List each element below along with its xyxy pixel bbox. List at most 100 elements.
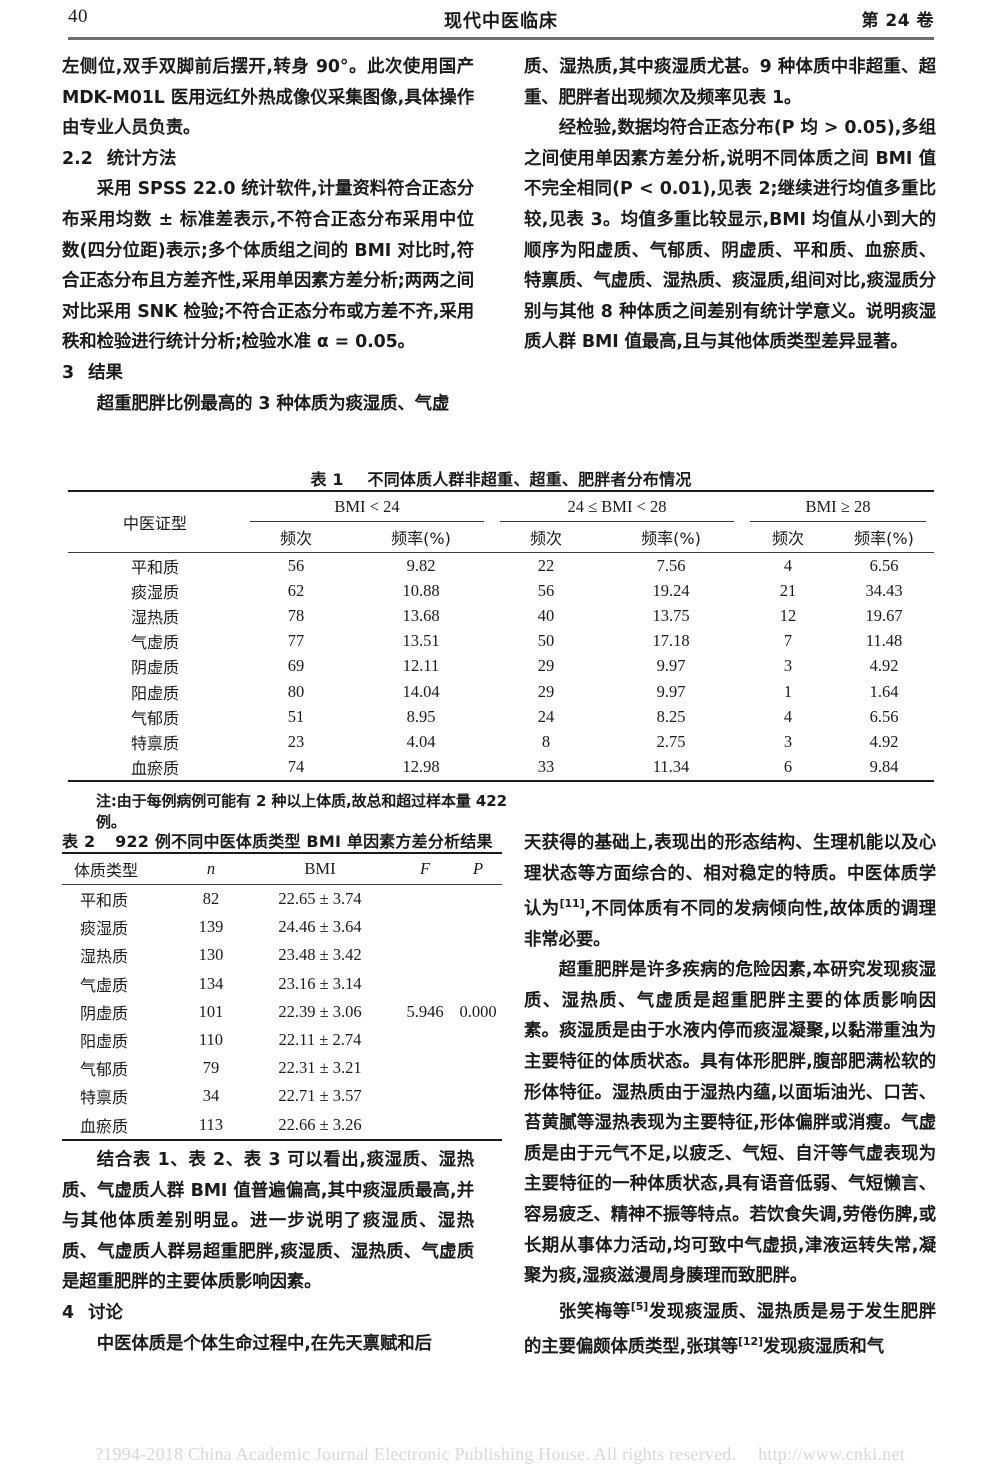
table-1-cell: 3 xyxy=(783,656,793,676)
table-1-cell: 74 xyxy=(287,757,305,777)
table-1-cell: 13.51 xyxy=(402,631,440,651)
table-2-cell-f xyxy=(396,1082,454,1110)
table-1-cell: 23 xyxy=(287,731,305,751)
running-header: 40 现代中医临床 第 24 卷 xyxy=(68,6,934,36)
copyright-text: ?1994-2018 China Academic Journal Electr… xyxy=(95,1444,737,1464)
section-number: 2.2 xyxy=(62,148,93,169)
table-2-col-p: P xyxy=(454,852,502,885)
table-2-label: 表 2 xyxy=(62,832,96,851)
table-1-cell: 40 xyxy=(537,605,555,625)
table-row: 特禀质 34 22.71 ± 3.57 xyxy=(62,1082,502,1110)
table-1-cell: 13.68 xyxy=(402,605,440,625)
reference-marker-12: [12] xyxy=(738,1335,763,1349)
table-1-cell: 4.04 xyxy=(406,731,436,751)
table-1-cell: 17.18 xyxy=(652,631,690,651)
table-1-cell: 4.92 xyxy=(869,656,899,676)
paragraph-left-1: 左侧位,双手双脚前后摆开,转身 90°。此次使用国产 MDK-M01L 医用远红… xyxy=(62,57,474,139)
table-2-cell-p xyxy=(454,913,502,941)
table-1-cell: 22 xyxy=(537,555,555,575)
table-1-title: 不同体质人群非超重、超重、肥胖者分布情况 xyxy=(367,470,692,489)
table-2-cell-bmi: 22.71 ± 3.57 xyxy=(278,1086,362,1106)
table-1-cell: 78 xyxy=(287,605,305,625)
paragraph-right-1: 质、湿热质,其中痰湿质尤甚。9 种体质中非超重、超重、肥胖者出现频次及频率见表 … xyxy=(524,57,936,108)
table-row: 平和质 82 22.65 ± 3.74 xyxy=(62,884,502,914)
table-2-cell-bmi: 24.46 ± 3.64 xyxy=(278,917,362,937)
table-1-cell: 2.75 xyxy=(656,731,686,751)
table-1-cell: 19.67 xyxy=(865,605,903,625)
table-1-cell: 7.56 xyxy=(656,555,686,575)
table-1-block: 表 1 不同体质人群非超重、超重、肥胖者分布情况 中医证型 BMI < 24 2… xyxy=(68,466,934,782)
table-2-col-type: 体质类型 xyxy=(62,852,178,885)
table-row: 血瘀质 113 22.66 ± 3.26 xyxy=(62,1111,502,1140)
table-1-cell: 51 xyxy=(287,706,305,726)
table-1-cell-name: 特禀质 xyxy=(130,733,179,753)
table-1-cell-name: 平和质 xyxy=(130,557,179,577)
table-1-cell: 77 xyxy=(287,631,305,651)
table-2-cell-p xyxy=(454,970,502,998)
section-heading-4: 4 讨论 xyxy=(62,1298,474,1329)
table-2-cell-bmi: 22.65 ± 3.74 xyxy=(278,889,362,909)
table-1-cell: 80 xyxy=(287,681,305,701)
table-2-cell-name: 湿热质 xyxy=(80,947,129,967)
table-2-cell-bmi: 22.66 ± 3.26 xyxy=(278,1114,362,1134)
table-row: 气郁质 79 22.31 ± 3.21 xyxy=(62,1054,502,1082)
table-1-cell: 29 xyxy=(537,656,555,676)
table-1-subhead-pct: 频率(%) xyxy=(391,529,451,548)
paragraph-right-4: 超重肥胖是许多疾病的危险因素,本研究发现痰湿质、湿热质、气虚质是超重肥胖主要的体… xyxy=(524,960,936,1287)
table-2-cell-p xyxy=(454,1026,502,1054)
paragraph-left-3: 超重肥胖比例最高的 3 种体质为痰湿质、气虚 xyxy=(96,393,450,414)
right-column-lower: 天获得的基础上,表现出的形态结构、生理机能以及心理状态等方面综合的、相对稳定的特… xyxy=(524,828,936,1362)
table-1-cell: 9.84 xyxy=(869,757,899,777)
table-2-col-n: n xyxy=(178,852,244,885)
footer-watermark: ?1994-2018 China Academic Journal Electr… xyxy=(0,1444,1000,1465)
table-row: 湿热质 78 13.68 40 13.75 12 19.67 xyxy=(68,603,934,628)
table-1-subhead-n: 频次 xyxy=(771,529,804,548)
paragraph-right-5-c: 发现痰湿质和气 xyxy=(762,1336,885,1357)
section-title: 结果 xyxy=(88,362,123,383)
table-1-cell: 9.82 xyxy=(406,555,436,575)
table-2-cell-n: 134 xyxy=(198,973,224,993)
table-1-cell: 9.97 xyxy=(656,656,686,676)
table-1-cell: 4 xyxy=(783,706,793,726)
table-row: 气虚质 134 23.16 ± 3.14 xyxy=(62,970,502,998)
table-1-cell: 12.11 xyxy=(402,656,440,676)
table-2-cell-p: 0.000 xyxy=(459,1001,497,1021)
table-2-cell-n: 79 xyxy=(202,1058,220,1078)
table-2-cell-n: 34 xyxy=(202,1086,220,1106)
table-1-cell: 12.98 xyxy=(402,757,440,777)
table-2-cell-bmi: 22.39 ± 3.06 xyxy=(278,1001,362,1021)
table-2-cell-name: 阳虚质 xyxy=(80,1032,129,1052)
table-1-cell: 12 xyxy=(779,605,797,625)
table-1-cell: 69 xyxy=(287,656,305,676)
table-1-subhead-n: 频次 xyxy=(279,529,312,548)
table-1-cell: 62 xyxy=(287,580,305,600)
table-row: 阴虚质 69 12.11 29 9.97 3 4.92 xyxy=(68,654,934,679)
table-1-cell-name: 阳虚质 xyxy=(130,683,179,703)
table-row: 阳虚质 110 22.11 ± 2.74 xyxy=(62,1026,502,1054)
table-row: 特禀质 23 4.04 8 2.75 3 4.92 xyxy=(68,729,934,754)
table-2-cell-f: 5.946 xyxy=(406,1001,444,1021)
table-row: 阴虚质 101 22.39 ± 3.06 5.946 0.000 xyxy=(62,998,502,1026)
table-2-cell-name: 阴虚质 xyxy=(80,1003,129,1023)
table-2-cell-bmi: 22.11 ± 2.74 xyxy=(278,1030,362,1050)
table-1-cell-name: 痰湿质 xyxy=(130,582,179,602)
table-2-cell-p xyxy=(454,1082,502,1110)
section-heading-3: 3 结果 xyxy=(62,358,474,389)
section-number: 4 xyxy=(62,1302,75,1323)
right-column-upper: 质、湿热质,其中痰湿质尤甚。9 种体质中非超重、超重、肥胖者出现频次及频率见表 … xyxy=(524,52,936,358)
paragraph-right-2: 经检验,数据均符合正态分布(P 均 > 0.05),多组之间使用单因素方差分析,… xyxy=(524,118,936,353)
table-1-cell-name: 气虚质 xyxy=(130,633,179,653)
table-2-caption: 表 2 922 例不同中医体质类型 BMI 单因素方差分析结果 xyxy=(62,828,502,852)
table-2-cell-n: 139 xyxy=(198,917,224,937)
section-title: 统计方法 xyxy=(106,148,177,169)
table-1-cell: 9.97 xyxy=(656,681,686,701)
table-1-cell: 24 xyxy=(537,706,555,726)
table-2-cell-bmi: 22.31 ± 3.21 xyxy=(278,1058,362,1078)
paragraph-left-4: 结合表 1、表 2、表 3 可以看出,痰湿质、湿热质、气虚质人群 BMI 值普遍… xyxy=(62,1150,474,1293)
reference-marker-5: [5] xyxy=(630,1299,649,1313)
page-number: 40 xyxy=(68,6,88,27)
table-row: 气虚质 77 13.51 50 17.18 7 11.48 xyxy=(68,629,934,654)
table-1-cell: 6.56 xyxy=(869,706,899,726)
section-heading-2-2: 2.2 统计方法 xyxy=(62,144,474,175)
